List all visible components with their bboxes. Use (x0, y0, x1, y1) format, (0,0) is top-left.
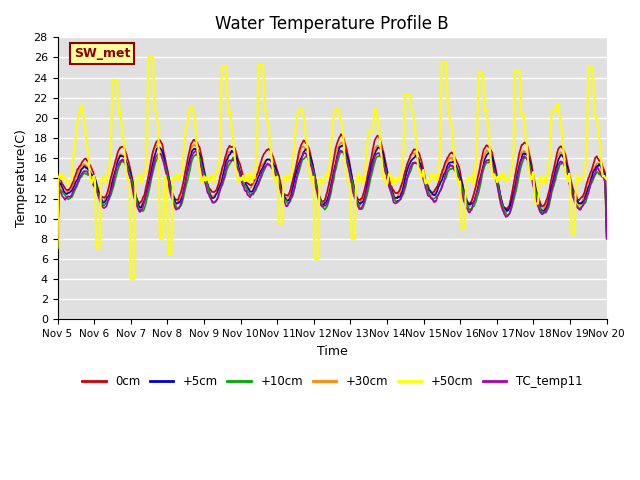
Legend: 0cm, +5cm, +10cm, +30cm, +50cm, TC_temp11: 0cm, +5cm, +10cm, +30cm, +50cm, TC_temp1… (77, 370, 587, 393)
X-axis label: Time: Time (317, 345, 348, 358)
Y-axis label: Temperature(C): Temperature(C) (15, 130, 28, 228)
Text: SW_met: SW_met (74, 47, 131, 60)
Title: Water Temperature Profile B: Water Temperature Profile B (215, 15, 449, 33)
